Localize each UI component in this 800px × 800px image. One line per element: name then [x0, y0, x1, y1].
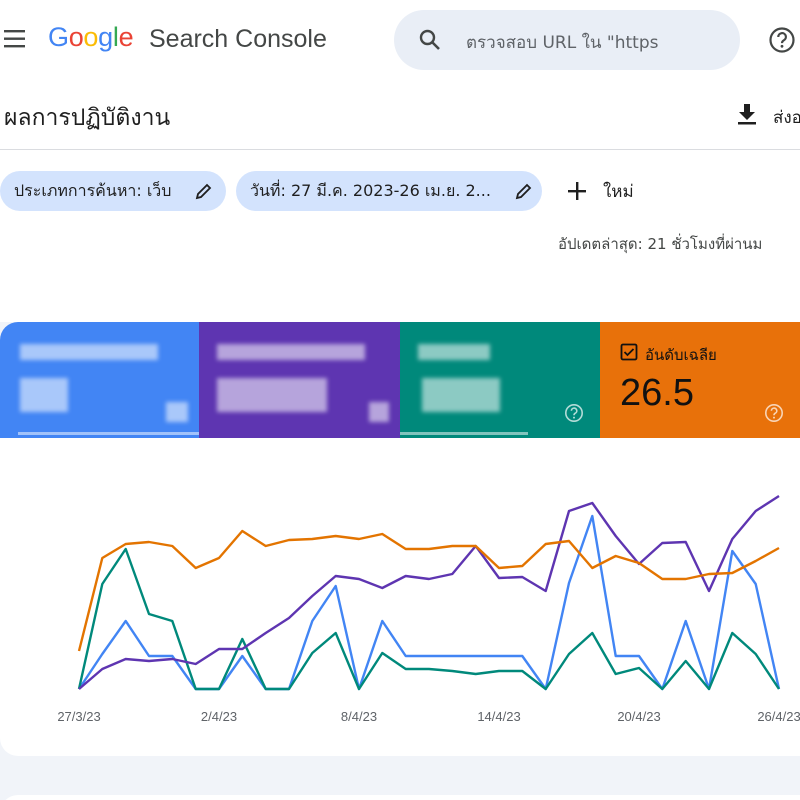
- date-filter[interactable]: วันที่: 27 มี.ค. 2023-26 เม.ย. 2...: [236, 171, 542, 211]
- metric-card[interactable]: [199, 322, 400, 438]
- x-tick-label: 20/4/23: [617, 709, 660, 724]
- blurred-label: [418, 344, 490, 360]
- export-button[interactable]: ส่งอ: [773, 108, 800, 128]
- export-icon[interactable]: [736, 102, 760, 126]
- edit-icon: [515, 183, 532, 200]
- help-icon[interactable]: [564, 403, 584, 423]
- performance-section: อันดับเฉลีย 26.5 27/3/23 2/4/23 8/4/23 14/4…: [0, 322, 800, 800]
- search-type-filter[interactable]: ประเภทการค้นหา: เว็บ: [0, 171, 226, 211]
- filter-label: วันที่: 27 มี.ค. 2023-26 เม.ย. 2...: [250, 181, 491, 200]
- search-placeholder: ตรวจสอบ URL ใน "https: [466, 33, 659, 53]
- card-underline: [400, 432, 528, 435]
- metric-card[interactable]: [400, 322, 600, 438]
- add-icon[interactable]: [566, 180, 588, 202]
- menu-icon[interactable]: [2, 28, 26, 50]
- blurred-value: [20, 378, 68, 412]
- google-logo[interactable]: Google: [48, 22, 134, 52]
- product-name: Search Console: [149, 25, 327, 53]
- x-tick-label: 14/4/23: [477, 709, 520, 724]
- series-line: [77, 547, 780, 691]
- blurred-label: [20, 344, 158, 360]
- metric-card[interactable]: อันดับเฉลีย 26.5: [600, 322, 800, 438]
- series-line: [77, 529, 780, 652]
- edit-icon: [195, 183, 212, 200]
- main-content: ผลการปฏิบัติงาน ส่งอ ประเภทการค้นหา: เว็…: [0, 82, 800, 800]
- chart-card: 27/3/23 2/4/23 8/4/23 14/4/23 20/4/23 26/4/23: [0, 438, 800, 756]
- chart: 27/3/23 2/4/23 8/4/23 14/4/23 20/4/23 26/4/23: [57, 494, 800, 724]
- new-filter-button[interactable]: ใหม่: [603, 182, 634, 202]
- blurred-icon: [369, 402, 389, 422]
- metric-value: 26.5: [620, 372, 694, 414]
- blurred-label: [217, 344, 365, 360]
- search-icon: [419, 29, 440, 50]
- x-tick-label: 27/3/23: [57, 709, 100, 724]
- x-tick-label: 26/4/23: [757, 709, 800, 724]
- top-bar: Google Search Console ตรวจสอบ URL ใน "ht…: [0, 0, 800, 82]
- blurred-icon: [166, 402, 188, 422]
- metric-card[interactable]: [0, 322, 199, 438]
- blurred-value: [217, 378, 327, 412]
- last-updated: อัปเดตล่าสุด: 21 ชั่วโมงที่ผ่านม: [558, 235, 763, 253]
- next-card: [0, 795, 800, 800]
- filter-label: ประเภทการค้นหา: เว็บ: [14, 181, 172, 200]
- card-underline: [18, 432, 199, 435]
- divider: [0, 149, 800, 150]
- x-tick-label: 8/4/23: [341, 709, 377, 724]
- x-tick-label: 2/4/23: [201, 709, 237, 724]
- blurred-value: [422, 378, 500, 412]
- checkbox[interactable]: [620, 343, 638, 361]
- series-line: [78, 494, 780, 690]
- help-icon[interactable]: [764, 403, 784, 423]
- metric-label: อันดับเฉลีย: [645, 346, 717, 364]
- url-inspection-search[interactable]: ตรวจสอบ URL ใน "https: [394, 10, 740, 70]
- page-title: ผลการปฏิบัติงาน: [4, 105, 171, 131]
- help-icon[interactable]: [768, 26, 796, 54]
